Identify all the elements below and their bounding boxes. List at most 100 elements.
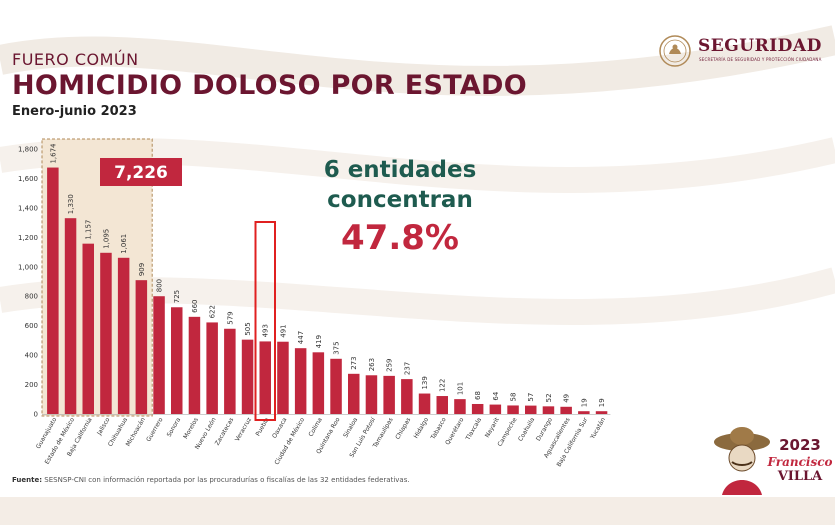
bar-value-label: 909 (138, 263, 146, 276)
bar-value-label: 447 (297, 331, 305, 344)
bar (383, 375, 395, 414)
category-label: Colima (307, 416, 324, 438)
y-tick-label: 400 (25, 352, 38, 360)
bar-value-label: 375 (333, 341, 341, 354)
villa-name-2: VILLA (777, 469, 823, 484)
bar (188, 316, 201, 414)
bar (241, 339, 254, 414)
bar (117, 257, 130, 414)
callout-line-1: 6 entidades (323, 157, 477, 183)
bar (206, 322, 218, 414)
bar-value-label: 579 (226, 311, 234, 324)
y-tick-label: 1,800 (18, 146, 38, 154)
category-label: Nayarit (484, 416, 501, 439)
bar-value-label: 19 (580, 398, 588, 407)
bar (47, 167, 59, 414)
category-label: Coahuila (517, 416, 536, 442)
category-label: Zacatecas (214, 417, 236, 447)
category-label: Durango (535, 416, 554, 442)
source-text: SESNSP-CNI con información reportada por… (44, 476, 410, 484)
bar (100, 252, 112, 414)
bar (471, 403, 484, 414)
bar (82, 243, 94, 414)
bar-value-label: 259 (386, 358, 394, 371)
bar-value-label: 1,061 (120, 234, 128, 254)
callout-percent: 47.8% (341, 218, 459, 258)
bar-value-label: 419 (315, 335, 323, 348)
y-tick-label: 1,600 (18, 175, 38, 183)
bar (171, 307, 183, 414)
bar-value-label: 64 (492, 391, 500, 400)
category-label: Sonora (166, 416, 183, 438)
bar (64, 218, 77, 414)
y-tick-label: 1,200 (18, 234, 38, 242)
bar (489, 404, 502, 414)
marker-outline (254, 221, 276, 421)
y-tick-label: 600 (25, 322, 38, 330)
bar (277, 341, 289, 414)
category-label: Hidalgo (413, 416, 431, 440)
bar (578, 411, 590, 414)
bar-value-label: 491 (279, 324, 287, 337)
bar-value-label: 58 (510, 393, 518, 402)
bar (560, 406, 572, 414)
y-tick-label: 1,000 (18, 263, 38, 271)
category-label: Tabasco (429, 416, 448, 441)
bar-value-label: 52 (545, 393, 553, 402)
bar (418, 393, 431, 414)
bar-value-label: 263 (368, 358, 376, 371)
bar-value-label: 101 (456, 382, 464, 395)
bar-value-label: 49 (563, 394, 571, 403)
y-tick-label: 0 (34, 411, 38, 419)
category-label: Jalisco (95, 416, 111, 437)
bar-value-label: 1,330 (67, 194, 75, 214)
bar-value-label: 237 (403, 362, 411, 375)
y-tick-label: 200 (25, 381, 38, 389)
bar-value-label: 273 (350, 356, 358, 369)
source-label: Fuente: (12, 476, 43, 484)
francisco-villa-logo: 2023 Francisco VILLA (714, 427, 832, 495)
page-title: HOMICIDIO DOLOSO POR ESTADO (12, 70, 527, 101)
bar (507, 405, 519, 414)
bar (294, 348, 307, 414)
bar-value-label: 1,157 (85, 220, 93, 240)
category-label: Chiapas (394, 417, 412, 441)
total-badge (100, 158, 182, 186)
category-label: Querétaro (444, 416, 465, 446)
bar (595, 411, 608, 414)
category-label: Yucatán (589, 416, 607, 441)
bar (542, 406, 555, 414)
national-seal-icon (659, 35, 691, 67)
category-label: Sinaloa (342, 416, 359, 439)
y-tick-label: 800 (25, 293, 38, 301)
bar (401, 379, 413, 414)
seguridad-tagline: SECRETARÍA DE SEGURIDAD Y PROTECCIÓN CIU… (699, 57, 822, 62)
bar-value-label: 493 (262, 324, 270, 337)
source-note: Fuente: SESNSP-CNI con información repor… (12, 476, 410, 484)
bar (135, 280, 148, 414)
seguridad-logo: SEGURIDAD SECRETARÍA DE SEGURIDAD Y PROT… (658, 34, 828, 74)
bar (330, 358, 342, 414)
bar (365, 375, 378, 414)
bar (153, 296, 165, 414)
bar (525, 405, 537, 414)
villa-name-1: Francisco (766, 455, 832, 469)
bar-value-label: 122 (439, 379, 447, 392)
bar-value-label: 68 (474, 391, 482, 400)
bar-value-label: 660 (191, 299, 199, 312)
category-label: Veracruz (234, 417, 253, 443)
bar-value-label: 505 (244, 322, 252, 335)
bar-value-label: 19 (598, 398, 606, 407)
bar (436, 396, 448, 414)
bar-value-label: 622 (209, 305, 217, 318)
total-badge-label: 7,226 (114, 163, 168, 183)
seguridad-name: SEGURIDAD (698, 36, 822, 56)
bar-value-label: 1,095 (102, 229, 110, 249)
bar-value-label: 725 (173, 290, 181, 303)
villa-year: 2023 (779, 436, 821, 454)
y-tick-label: 1,400 (18, 204, 38, 212)
bar (348, 373, 360, 414)
bar (454, 399, 466, 414)
villa-portrait-icon (728, 444, 756, 472)
